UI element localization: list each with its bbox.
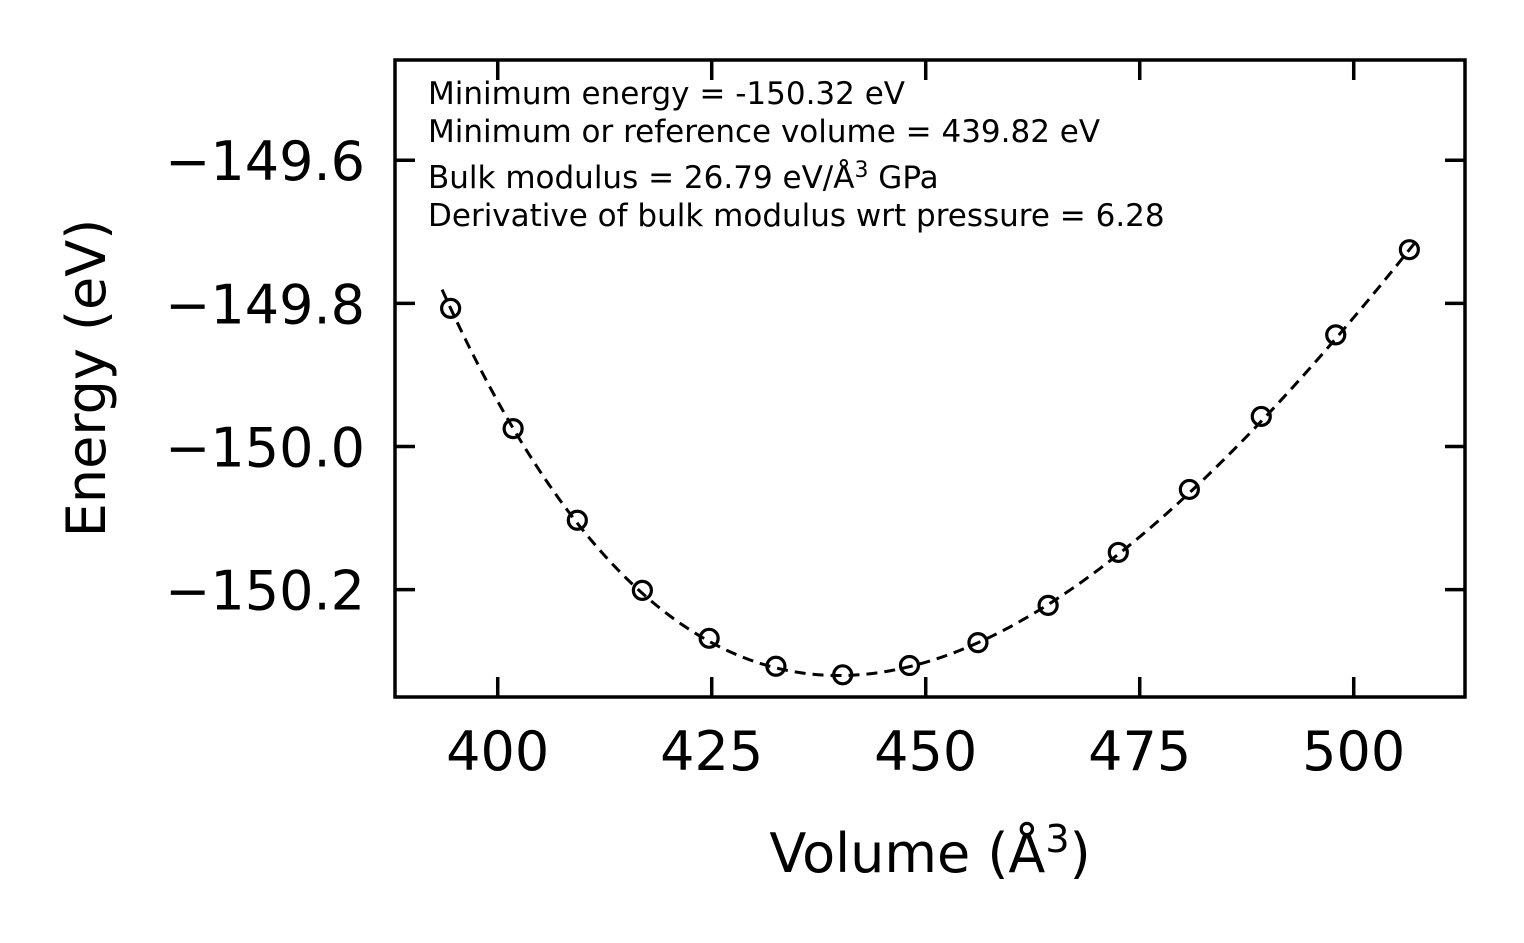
data-point: [765, 655, 787, 677]
data-point: [631, 579, 653, 601]
fit-curve: [440, 237, 1420, 678]
y-tick-label: −150.2: [165, 560, 365, 623]
x-tick-label: 425: [660, 720, 763, 783]
annotation-bulk-modulus: Bulk modulus = 26.79 eV/Å3 GPa: [428, 158, 939, 196]
x-axis-title-sup: 3: [1045, 817, 1069, 861]
x-axis-title-text: Volume (Å: [769, 821, 1045, 885]
data-point: [832, 664, 854, 686]
data-points: [440, 239, 1420, 686]
annotation-min-volume: Minimum or reference volume = 439.82 eV: [428, 114, 1100, 150]
y-tick-label: −150.0: [165, 416, 365, 479]
data-point: [1178, 478, 1200, 501]
x-axis-title-end: ): [1070, 822, 1091, 885]
data-point: [1398, 239, 1420, 261]
y-tick-label: −149.8: [165, 273, 365, 336]
annotation-min-energy: Minimum energy = -150.32 eV: [428, 76, 905, 112]
y-tick-label: −149.6: [165, 130, 365, 193]
annotation-bulk-modulus-unit: GPa: [868, 160, 938, 196]
annotation-bulk-modulus-text: Bulk modulus = 26.79 eV/Å: [428, 160, 854, 196]
x-tick-label: 500: [1302, 720, 1405, 783]
data-point: [566, 509, 588, 531]
data-point: [1250, 405, 1272, 428]
y-axis-title: Energy (eV): [55, 219, 118, 538]
data-point: [698, 627, 720, 649]
data-point: [898, 654, 921, 677]
tick-labels: 400 425 450 475 500 −149.6 −149.8 −150.0 −150.2: [165, 130, 1405, 783]
ticks: [395, 60, 1465, 697]
plot-frame: [393, 58, 1467, 699]
x-tick-label: 400: [446, 720, 549, 783]
data-point: [967, 632, 989, 654]
x-tick-label: 450: [874, 720, 977, 783]
data-point: [1325, 324, 1347, 346]
data-point: [1107, 541, 1129, 564]
data-point: [502, 418, 524, 440]
x-axis-title: Volume (Å3): [769, 817, 1090, 885]
annotation-bulk-modulus-sup: 3: [854, 158, 868, 183]
data-point: [1037, 594, 1059, 616]
annotation-block: Minimum energy = -150.32 eV Minimum or r…: [428, 76, 1165, 234]
x-tick-label: 475: [1088, 720, 1191, 783]
data-point: [440, 297, 462, 319]
annotation-bulk-derivative: Derivative of bulk modulus wrt pressure …: [428, 198, 1165, 234]
